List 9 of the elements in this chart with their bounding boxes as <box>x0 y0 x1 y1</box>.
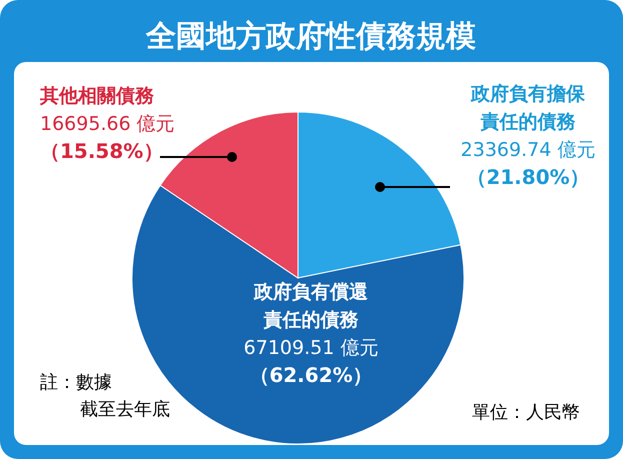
slice-label: 政府負有擔保責任的債務 <box>470 83 586 133</box>
text: 註：數據截至去年底 <box>40 372 170 420</box>
data-label: 67109.51 億元（62.62%） <box>244 337 378 387</box>
chart-title: 全國地方政府性債務規模 <box>145 19 476 54</box>
slice-label: 其他相關債務 <box>39 85 154 107</box>
text: 單位：人民幣 <box>472 402 580 423</box>
slice-label: 政府負有償還責任的債務 <box>253 281 368 331</box>
data-label: 23369.74 億元（21.80%） <box>460 139 596 189</box>
data-label: 16695.66 億元（15.58%） <box>40 113 175 163</box>
